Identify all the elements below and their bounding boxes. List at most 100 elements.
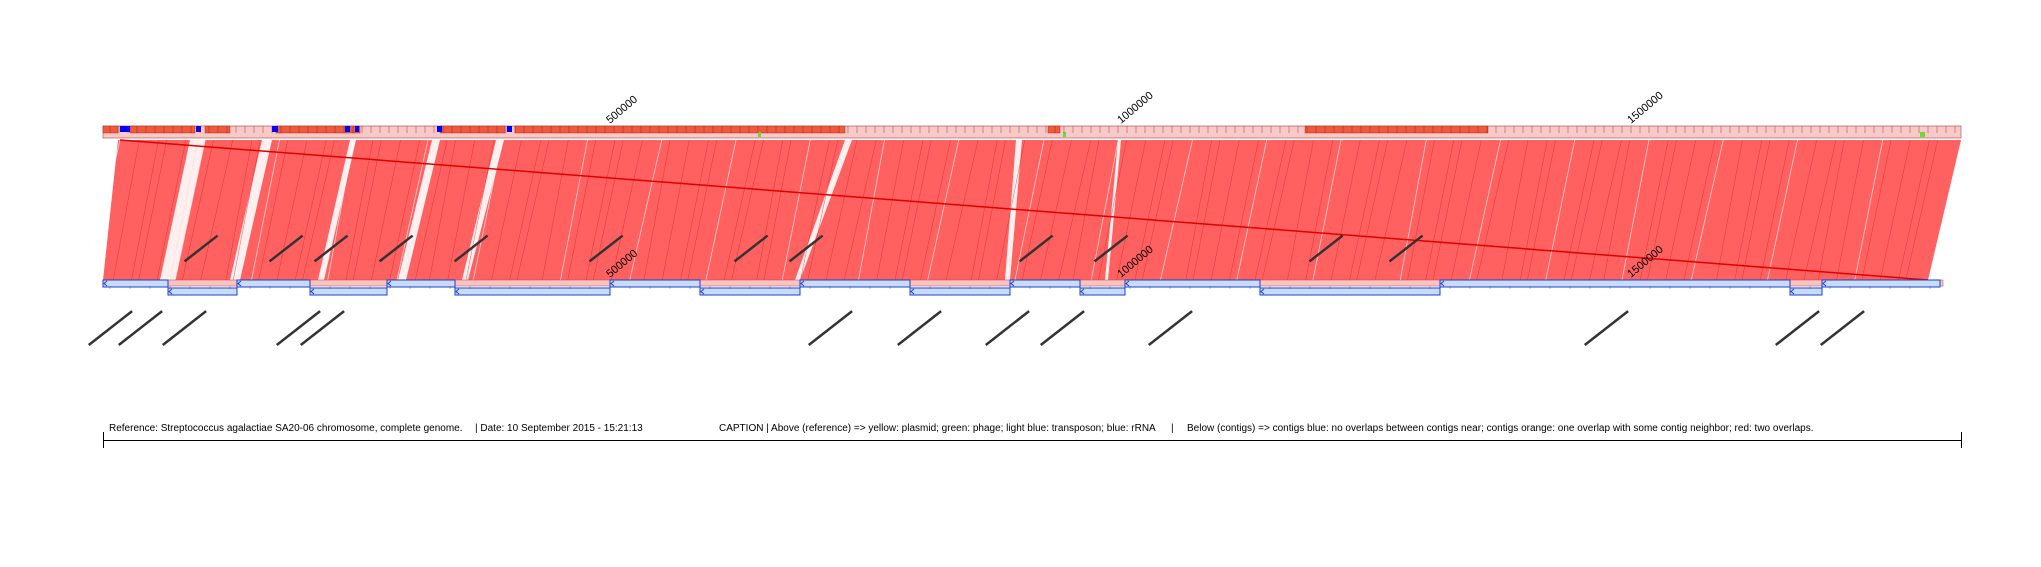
contig-arrow — [1440, 280, 1445, 287]
contig-box — [309, 287, 388, 296]
alignment-line — [927, 139, 960, 281]
contig-arrow — [237, 280, 242, 287]
contig-box — [454, 287, 611, 296]
alignment-line — [258, 139, 288, 281]
alignment-line — [1305, 139, 1333, 281]
alignment-line — [251, 139, 280, 281]
alignment-line — [1589, 139, 1622, 281]
contig-arrow — [610, 280, 615, 287]
alignment-line — [1880, 139, 1911, 281]
contig-box — [1789, 287, 1823, 296]
alignment-line — [295, 139, 327, 281]
contig-box — [1079, 287, 1126, 296]
alignment-line — [1287, 139, 1314, 281]
contig-label-mark — [1584, 310, 1629, 346]
alignment-line — [87, 139, 121, 281]
rrna-marker — [120, 126, 130, 132]
contig-label-mark — [985, 310, 1030, 346]
alignment-line — [1134, 139, 1166, 281]
rrna-marker — [272, 126, 278, 132]
alignment-line — [1211, 139, 1240, 281]
contig-label-mark — [183, 234, 219, 263]
contig-label-mark — [808, 310, 853, 346]
contig-label-mark — [300, 310, 345, 346]
alignment-line — [327, 139, 355, 281]
reference-segment — [514, 125, 846, 134]
alignment-line — [1374, 139, 1408, 281]
alignment-line — [1527, 139, 1556, 281]
alignment-line — [1432, 139, 1463, 281]
alignment-line — [1665, 139, 1696, 281]
alignment-gap — [318, 140, 356, 280]
alignment-line — [1262, 139, 1295, 281]
contig-label-mark — [733, 234, 769, 263]
caption-line: Reference: Streptococcus agalactiae SA20… — [103, 423, 1963, 437]
contig-arrow — [455, 288, 460, 295]
reference-segment — [129, 125, 196, 134]
contig-arrow — [168, 288, 173, 295]
alignment-line — [567, 139, 596, 281]
alignment-line — [1349, 139, 1380, 281]
caption-separator: | — [1171, 423, 1174, 434]
phage-marker — [1920, 132, 1925, 137]
alignment-line — [1501, 139, 1529, 281]
alignment-line — [1142, 139, 1174, 281]
alignment-line — [1818, 139, 1845, 281]
alignment-line — [825, 139, 858, 281]
reference-segment — [204, 125, 231, 134]
alignment-line — [1563, 139, 1595, 281]
reference-segment — [1047, 125, 1061, 134]
contig-label-mark — [1040, 310, 1085, 346]
alignment-line — [472, 139, 503, 281]
alignment-line — [1760, 139, 1790, 281]
alignment-line — [465, 139, 495, 281]
contig-box — [1821, 279, 1941, 288]
reference-segment — [439, 125, 506, 134]
contig-label-mark — [453, 234, 489, 263]
alignment-line — [1040, 139, 1072, 281]
contig-label-mark — [162, 310, 207, 346]
contig-label-mark — [1018, 234, 1054, 263]
alignment-line — [353, 139, 382, 281]
alignment-line — [138, 139, 167, 281]
phage-marker — [1063, 132, 1066, 137]
alignment-blocks — [87, 139, 1961, 281]
alignment-line — [1192, 139, 1221, 281]
alignment-gap — [1105, 140, 1121, 280]
caption-rule — [103, 440, 1961, 441]
alignment-line — [902, 139, 932, 281]
alignment-line — [302, 139, 335, 281]
ref-tick-1000000: 1000000 — [1115, 90, 1156, 127]
alignment-line — [971, 139, 998, 281]
contig-box — [236, 279, 311, 288]
alignment-gap — [230, 140, 272, 280]
alignment-line — [662, 139, 690, 281]
contig-arrow — [700, 288, 705, 295]
contig-label-mark — [1093, 234, 1129, 263]
reference-segment — [1304, 125, 1489, 134]
contig-label-mark — [1820, 310, 1865, 346]
rrna-marker — [437, 126, 442, 132]
rrna-marker — [355, 126, 359, 132]
alignment-line — [1647, 139, 1677, 281]
caption-rule-left-cap — [103, 432, 104, 448]
alignment-line — [894, 139, 924, 281]
alignment-line — [1520, 139, 1548, 281]
alignment-line — [447, 139, 475, 281]
alignment-line — [1734, 139, 1762, 281]
contig-label-mark — [1388, 234, 1424, 263]
alignment-line — [687, 139, 717, 281]
caption-legend-above: CAPTION | Above (reference) => yellow: p… — [719, 423, 1156, 434]
alignment-line — [491, 139, 522, 281]
contig-box — [386, 279, 456, 288]
rrna-marker — [507, 126, 512, 132]
alignment-line — [1767, 139, 1798, 281]
alignment-line — [945, 139, 979, 281]
alignment-gap — [462, 140, 504, 280]
alignment-line — [978, 139, 1006, 281]
alignment-line — [1640, 139, 1669, 281]
contig-label-mark — [118, 310, 163, 346]
contig-arrow — [800, 280, 805, 287]
alignment-line — [1356, 139, 1388, 281]
